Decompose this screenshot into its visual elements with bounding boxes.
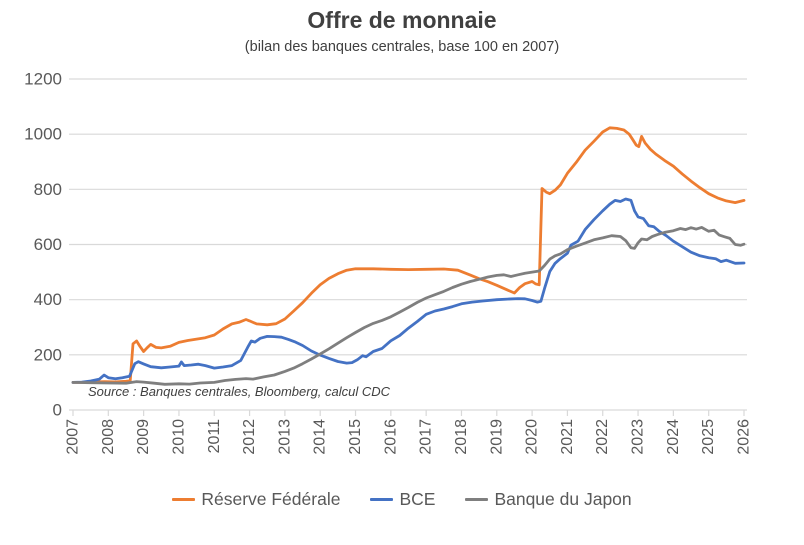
gridlines xyxy=(69,78,747,411)
svg-text:200: 200 xyxy=(34,345,62,364)
svg-text:2026: 2026 xyxy=(736,419,753,455)
legend-label: BCE xyxy=(399,489,436,509)
svg-text:2016: 2016 xyxy=(382,419,399,455)
line-swatch-icon xyxy=(172,498,196,501)
svg-text:2009: 2009 xyxy=(135,419,152,455)
svg-text:600: 600 xyxy=(34,235,62,254)
svg-text:2022: 2022 xyxy=(594,419,611,455)
svg-text:2024: 2024 xyxy=(665,419,682,455)
svg-text:2025: 2025 xyxy=(700,419,717,455)
line-swatch-icon xyxy=(370,498,394,501)
svg-text:2018: 2018 xyxy=(453,419,470,455)
svg-text:1000: 1000 xyxy=(24,125,62,144)
svg-text:2014: 2014 xyxy=(312,419,329,455)
svg-text:2008: 2008 xyxy=(100,419,117,455)
series-line-2 xyxy=(71,225,746,386)
svg-text:2013: 2013 xyxy=(276,419,293,455)
svg-text:1200: 1200 xyxy=(24,70,62,89)
svg-text:2011: 2011 xyxy=(206,419,223,454)
legend-item-reserve-federale: Réserve Fédérale xyxy=(172,489,340,510)
x-axis-labels: 2007 2008 2009 2010 2011 2012 2013 2014 2015 2016… xyxy=(65,419,753,455)
svg-text:400: 400 xyxy=(34,290,62,309)
series-line-0 xyxy=(71,126,746,384)
x-axis-ticks xyxy=(72,410,745,416)
svg-text:2012: 2012 xyxy=(241,419,258,455)
chart-subtitle: (bilan des banques centrales, base 100 e… xyxy=(244,39,560,55)
svg-text:2007: 2007 xyxy=(65,419,82,455)
svg-text:2019: 2019 xyxy=(488,419,505,455)
chart-title: Offre de monnaie xyxy=(307,7,497,33)
svg-text:2010: 2010 xyxy=(170,419,187,455)
line-swatch-icon xyxy=(465,498,489,501)
svg-text:0: 0 xyxy=(53,401,62,420)
chart-legend: Réserve Fédérale BCE Banque du Japon xyxy=(0,489,804,510)
svg-text:2021: 2021 xyxy=(559,419,576,455)
legend-item-banque-du-japon: Banque du Japon xyxy=(465,489,632,510)
legend-label: Réserve Fédérale xyxy=(201,489,341,509)
legend-label: Banque du Japon xyxy=(494,489,632,509)
svg-text:2017: 2017 xyxy=(418,419,435,455)
source-note: Source : Banques centrales, Bloomberg, c… xyxy=(88,384,391,399)
svg-text:2020: 2020 xyxy=(524,419,541,455)
series-lines xyxy=(71,126,746,386)
y-axis-labels: 0 200 400 600 800 1000 1200 xyxy=(24,70,62,420)
svg-text:800: 800 xyxy=(34,180,62,199)
legend-item-bce: BCE xyxy=(370,489,435,510)
series-line-1 xyxy=(71,197,746,384)
svg-text:2023: 2023 xyxy=(630,419,647,455)
svg-text:2015: 2015 xyxy=(347,419,364,455)
